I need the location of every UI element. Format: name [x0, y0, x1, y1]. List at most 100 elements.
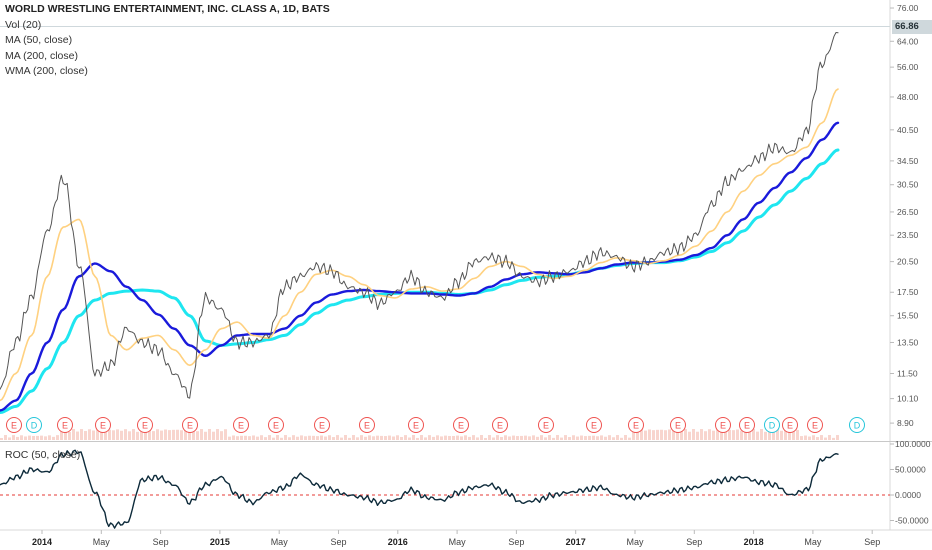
event-marker-circle: [807, 417, 823, 433]
earnings-marker[interactable]: E: [408, 417, 424, 433]
indicator-ma200[interactable]: MA (200, close): [5, 49, 78, 62]
earnings-marker[interactable]: E: [739, 417, 755, 433]
roc-axis[interactable]: 100.0000 50.0000 0.0000 -50.0000: [890, 439, 931, 526]
ma50-line: [0, 88, 839, 402]
volume-bar: [680, 431, 683, 440]
price-tick-label: 64.00: [897, 36, 919, 46]
volume-bar: [400, 436, 403, 440]
time-tick-label: Sep: [864, 537, 880, 547]
price-tick-label: 40.50: [897, 125, 919, 135]
roc-tick-label: 50.0000: [895, 465, 926, 475]
earnings-marker[interactable]: E: [670, 417, 686, 433]
indicator-ma50[interactable]: MA (50, close): [5, 34, 73, 46]
roc-legend[interactable]: ROC (50, close): [5, 449, 81, 461]
event-marker-label: E: [720, 421, 726, 431]
earnings-marker[interactable]: E: [314, 417, 330, 433]
time-tick-label: 2018: [744, 537, 764, 547]
earnings-marker[interactable]: E: [538, 417, 554, 433]
volume-bar: [404, 435, 407, 440]
plot-area[interactable]: [0, 32, 840, 529]
volume-bar: [500, 436, 503, 440]
event-marker-circle: [182, 417, 198, 433]
volume-bar: [0, 438, 3, 440]
earnings-marker[interactable]: E: [782, 417, 798, 433]
volume-bar: [196, 431, 199, 440]
earnings-marker[interactable]: E: [233, 417, 249, 433]
roc-tick-label: -50.0000: [895, 516, 929, 526]
earnings-marker[interactable]: E: [807, 417, 823, 433]
volume-bar: [436, 435, 439, 440]
event-marker-label: E: [62, 421, 68, 431]
earnings-marker[interactable]: E: [95, 417, 111, 433]
earnings-marker[interactable]: E: [182, 417, 198, 433]
volume-bar: [76, 431, 79, 440]
earnings-marker[interactable]: E: [715, 417, 731, 433]
time-tick-label: 2014: [32, 537, 52, 547]
volume-bar: [96, 429, 99, 440]
volume-bar: [16, 436, 19, 440]
volume-bar: [660, 429, 663, 440]
event-marker-label: E: [238, 421, 244, 431]
dividend-marker[interactable]: D: [764, 417, 780, 433]
indicator-vol[interactable]: Vol (20): [5, 18, 42, 31]
price-tick-label: 8.90: [897, 418, 914, 428]
volume-bar: [820, 435, 823, 440]
price-axis[interactable]: 76.00 64.00 56.00 48.00 40.50 34.50 30.50 26.50…: [890, 3, 919, 428]
indicator-wma200[interactable]: WMA (200, close): [5, 65, 88, 77]
earnings-marker[interactable]: E: [453, 417, 469, 433]
volume-bar: [392, 436, 395, 440]
volume-bar: [756, 431, 759, 440]
volume-bar: [716, 429, 719, 440]
earnings-marker[interactable]: E: [268, 417, 284, 433]
earnings-marker[interactable]: E: [586, 417, 602, 433]
volume-bar: [324, 436, 327, 440]
volume-bar: [352, 435, 355, 440]
volume-bar: [808, 436, 811, 440]
time-tick-label: 2017: [566, 537, 586, 547]
volume-bar: [152, 431, 155, 440]
earnings-marker[interactable]: E: [492, 417, 508, 433]
volume-bar: [464, 435, 467, 440]
volume-bar: [256, 436, 259, 440]
volume-bar: [232, 435, 235, 440]
volume-bar: [704, 431, 707, 440]
event-marker-label: E: [413, 421, 419, 431]
volume-bar: [812, 435, 815, 440]
dividend-marker[interactable]: D: [849, 417, 865, 433]
time-axis[interactable]: 2014 May Sep 2015 May Sep 2016 May Sep 2017 May Sep…: [32, 530, 880, 547]
volume-bar: [252, 435, 255, 440]
volume-bar: [828, 435, 831, 440]
volume-bar: [744, 429, 747, 440]
volume-bar: [552, 437, 555, 440]
volume-bar: [272, 437, 275, 440]
volume-bar: [220, 431, 223, 440]
volume-bar: [456, 435, 459, 440]
volume-bar: [580, 435, 583, 440]
volume-bar: [412, 435, 415, 440]
volume-bar: [576, 436, 579, 440]
volume-bar: [832, 437, 835, 440]
volume-bar: [508, 436, 511, 440]
event-marker-circle: [137, 417, 153, 433]
volume-bar: [712, 430, 715, 440]
volume-bar: [200, 429, 203, 440]
volume-bar: [240, 435, 243, 440]
volume-bar: [732, 430, 735, 440]
symbol-title[interactable]: WORLD WRESTLING ENTERTAINMENT, INC. CLAS…: [5, 3, 330, 15]
earnings-marker[interactable]: E: [359, 417, 375, 433]
volume-bar: [796, 429, 799, 440]
earnings-marker[interactable]: E: [628, 417, 644, 433]
event-marker-label: E: [591, 421, 597, 431]
earnings-marker[interactable]: E: [57, 417, 73, 433]
dividend-marker[interactable]: D: [26, 417, 42, 433]
volume-bar: [668, 429, 671, 440]
volume-bar: [672, 430, 675, 440]
event-marker-circle: [782, 417, 798, 433]
volume-bar: [164, 429, 167, 440]
earnings-marker[interactable]: E: [137, 417, 153, 433]
chart-legend: WORLD WRESTLING ENTERTAINMENT, INC. CLAS…: [5, 2, 330, 80]
time-tick-label: May: [804, 537, 822, 547]
earnings-marker[interactable]: E: [6, 417, 22, 433]
price-tick-label: 76.00: [897, 3, 919, 13]
